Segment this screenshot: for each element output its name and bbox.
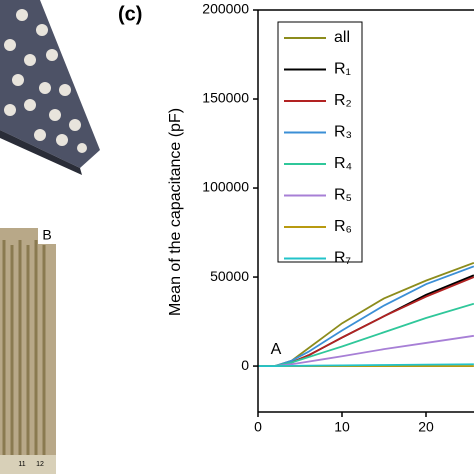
legend-label: R₇ — [334, 250, 351, 267]
legend-label: R₂ — [334, 92, 352, 109]
panel-label: (c) — [118, 3, 142, 25]
photo-electrode — [0, 228, 56, 474]
plot-area — [258, 261, 474, 367]
photo-label: 11 — [18, 461, 25, 468]
legend-label: R₁ — [334, 61, 351, 78]
photo-label: B — [42, 227, 51, 243]
annotation: A — [271, 341, 282, 358]
x-tick-label: 0 — [254, 419, 262, 435]
series-line — [258, 363, 474, 367]
x-tick-label: 20 — [418, 419, 434, 435]
y-tick-label: 0 — [241, 357, 249, 373]
legend-label: R₄ — [334, 155, 352, 172]
x-tick-label: 10 — [334, 419, 350, 435]
y-axis-title: Mean of the capacitance (pF) — [167, 108, 184, 316]
legend-label: all — [334, 29, 350, 46]
y-tick-label: 100000 — [202, 179, 249, 195]
series-line — [258, 265, 474, 367]
legend — [277, 21, 363, 263]
series-line — [258, 302, 474, 367]
photo-device — [0, 0, 100, 175]
y-tick-label: 200000 — [202, 1, 249, 17]
y-tick-label: 150000 — [202, 90, 249, 106]
photo-label: 12 — [36, 461, 44, 468]
legend-label: R₆ — [334, 218, 352, 235]
y-tick-label: 50000 — [210, 268, 249, 284]
legend-label: R₃ — [334, 124, 352, 141]
legend-label: R₅ — [334, 187, 352, 204]
